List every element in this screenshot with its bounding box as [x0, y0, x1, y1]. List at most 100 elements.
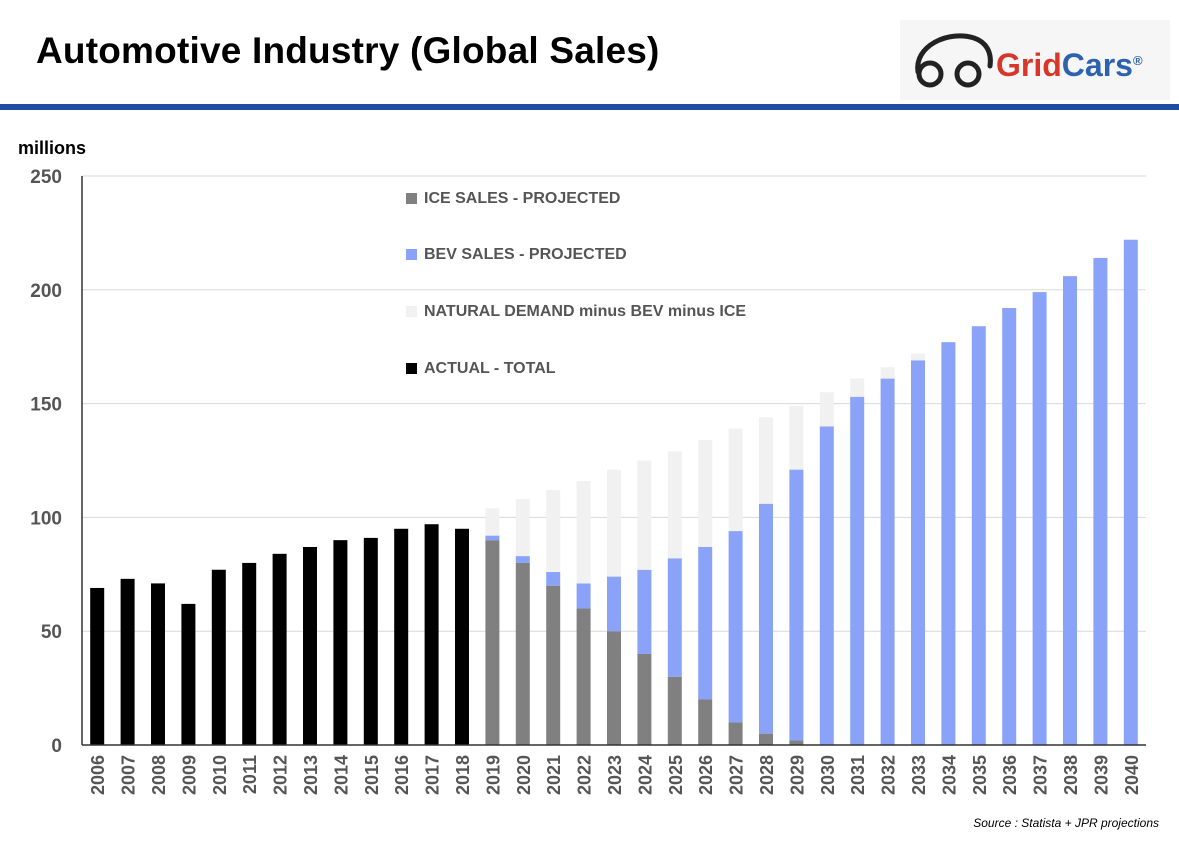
bar-bev-2032	[880, 378, 895, 745]
bar-ice-2019	[485, 540, 500, 745]
x-tick-label: 2030	[818, 755, 838, 795]
bar-natural-2029	[789, 405, 804, 470]
y-tick-label: 200	[30, 281, 62, 302]
x-tick-label: 2034	[939, 755, 959, 795]
bar-natural-2033	[911, 353, 925, 361]
bar-bev-2039	[1093, 257, 1108, 745]
x-tick-label: 2018	[453, 755, 473, 795]
bar-bev-2030	[819, 426, 834, 745]
x-tick-label: 2040	[1122, 755, 1142, 795]
bar-actual-2008	[151, 583, 165, 745]
legend-label-bev: BEV SALES - PROJECTED	[424, 246, 627, 263]
bar-actual-2013	[303, 546, 317, 745]
header-divider	[0, 104, 1179, 110]
bar-ice-2027	[728, 722, 743, 745]
legend-label-ice: ICE SALES - PROJECTED	[424, 190, 620, 207]
x-tick-label: 2038	[1061, 755, 1081, 795]
x-tick-label: 2019	[483, 755, 503, 795]
logo-text-grid: Grid	[996, 47, 1062, 83]
bar-bev-2028	[759, 503, 773, 734]
y-tick-label: 250	[30, 167, 62, 188]
x-tick-label: 2027	[727, 755, 747, 795]
logo-text: GridCars®	[996, 47, 1143, 84]
x-tick-label: 2014	[331, 755, 351, 795]
bar-natural-2023	[607, 469, 621, 577]
bar-natural-2032	[880, 367, 895, 379]
y-tick-label: 0	[51, 736, 62, 757]
x-tick-label: 2023	[605, 755, 625, 795]
stacked-bar-chart: millions 0 50 100 150 200 250 2006 2007 2008 2009 2…	[18, 138, 1146, 795]
gridcars-logo: GridCars®	[900, 20, 1170, 100]
bar-ice-2028	[759, 733, 773, 745]
x-tick-label: 2033	[909, 755, 929, 795]
bar-bev-2031	[850, 396, 865, 745]
bar-natural-2019	[485, 508, 500, 536]
bar-ice-2022	[576, 608, 591, 745]
bar-bev-2027	[728, 531, 743, 723]
x-tick-label: 2021	[544, 755, 564, 795]
bar-bev-2023	[607, 576, 621, 632]
bar-bev-2034	[941, 342, 956, 745]
bar-actual-2009	[181, 603, 196, 745]
bar-natural-2024	[637, 460, 652, 570]
bar-actual-2015	[363, 537, 378, 745]
bar-bev-2040	[1123, 239, 1138, 745]
bar-natural-2031	[850, 378, 865, 397]
bar-natural-2021	[546, 490, 561, 573]
bar-ice-2020	[515, 562, 530, 745]
bar-actual-2010	[211, 569, 226, 745]
bar-natural-2027	[728, 428, 743, 532]
legend-swatch-bev	[406, 249, 417, 260]
bar-natural-2026	[698, 440, 713, 547]
x-tick-label: 2007	[119, 755, 139, 795]
x-tick-label: 2008	[149, 755, 169, 795]
legend-swatch-ice	[406, 193, 417, 204]
x-tick-label: 2009	[179, 755, 199, 795]
x-tick-label: 2026	[696, 755, 716, 795]
bar-ice-2024	[637, 653, 652, 745]
bar-bev-2038	[1063, 276, 1077, 745]
bar-bev-2026	[698, 546, 713, 700]
x-tick-label: 2020	[514, 755, 534, 795]
x-tick-label: 2012	[271, 755, 291, 795]
x-tick-label: 2022	[575, 755, 595, 795]
y-axis-label: millions	[18, 138, 86, 158]
bar-actual-2014	[333, 540, 348, 745]
x-tick-label: 2013	[301, 755, 321, 795]
bar-ice-2029	[789, 740, 804, 745]
bar-bev-2022	[576, 583, 591, 609]
bar-natural-2022	[576, 480, 591, 584]
bar-bev-2036	[1002, 308, 1017, 745]
bar-bev-2019	[485, 535, 500, 541]
x-tick-label: 2039	[1091, 755, 1111, 795]
x-tick-label: 2036	[1000, 755, 1020, 795]
logo-registered-mark: ®	[1132, 53, 1143, 68]
bar-ice-2023	[607, 631, 621, 745]
bar-natural-2028	[759, 417, 773, 504]
x-tick-label: 2010	[210, 755, 230, 795]
x-tick-label: 2028	[757, 755, 777, 795]
bar-natural-2030	[819, 392, 834, 427]
x-tick-label: 2006	[88, 755, 108, 795]
bar-bev-2024	[637, 569, 652, 654]
bar-bev-2029	[789, 469, 804, 741]
bar-ice-2025	[667, 676, 682, 745]
bar-actual-2016	[394, 528, 409, 745]
header: Automotive Industry (Global Sales) GridC…	[0, 0, 1179, 110]
bar-actual-2017	[424, 524, 439, 745]
logo-text-cars: Cars	[1061, 47, 1133, 83]
bar-ice-2021	[546, 585, 561, 745]
x-tick-label: 2017	[423, 755, 443, 795]
page-title: Automotive Industry (Global Sales)	[36, 30, 660, 71]
x-tick-label: 2016	[392, 755, 412, 795]
legend-label-natural: NATURAL DEMAND minus BEV minus ICE	[424, 303, 746, 320]
y-tick-label: 150	[30, 395, 62, 416]
x-tick-label: 2032	[879, 755, 899, 795]
bar-bev-2025	[667, 558, 682, 677]
x-tick-label: 2025	[666, 755, 686, 795]
bar-actual-2007	[120, 578, 135, 745]
bar-bev-2021	[546, 572, 561, 586]
y-tick-label: 100	[30, 508, 62, 529]
bar-actual-2006	[90, 587, 105, 745]
bar-bev-2035	[971, 326, 986, 745]
